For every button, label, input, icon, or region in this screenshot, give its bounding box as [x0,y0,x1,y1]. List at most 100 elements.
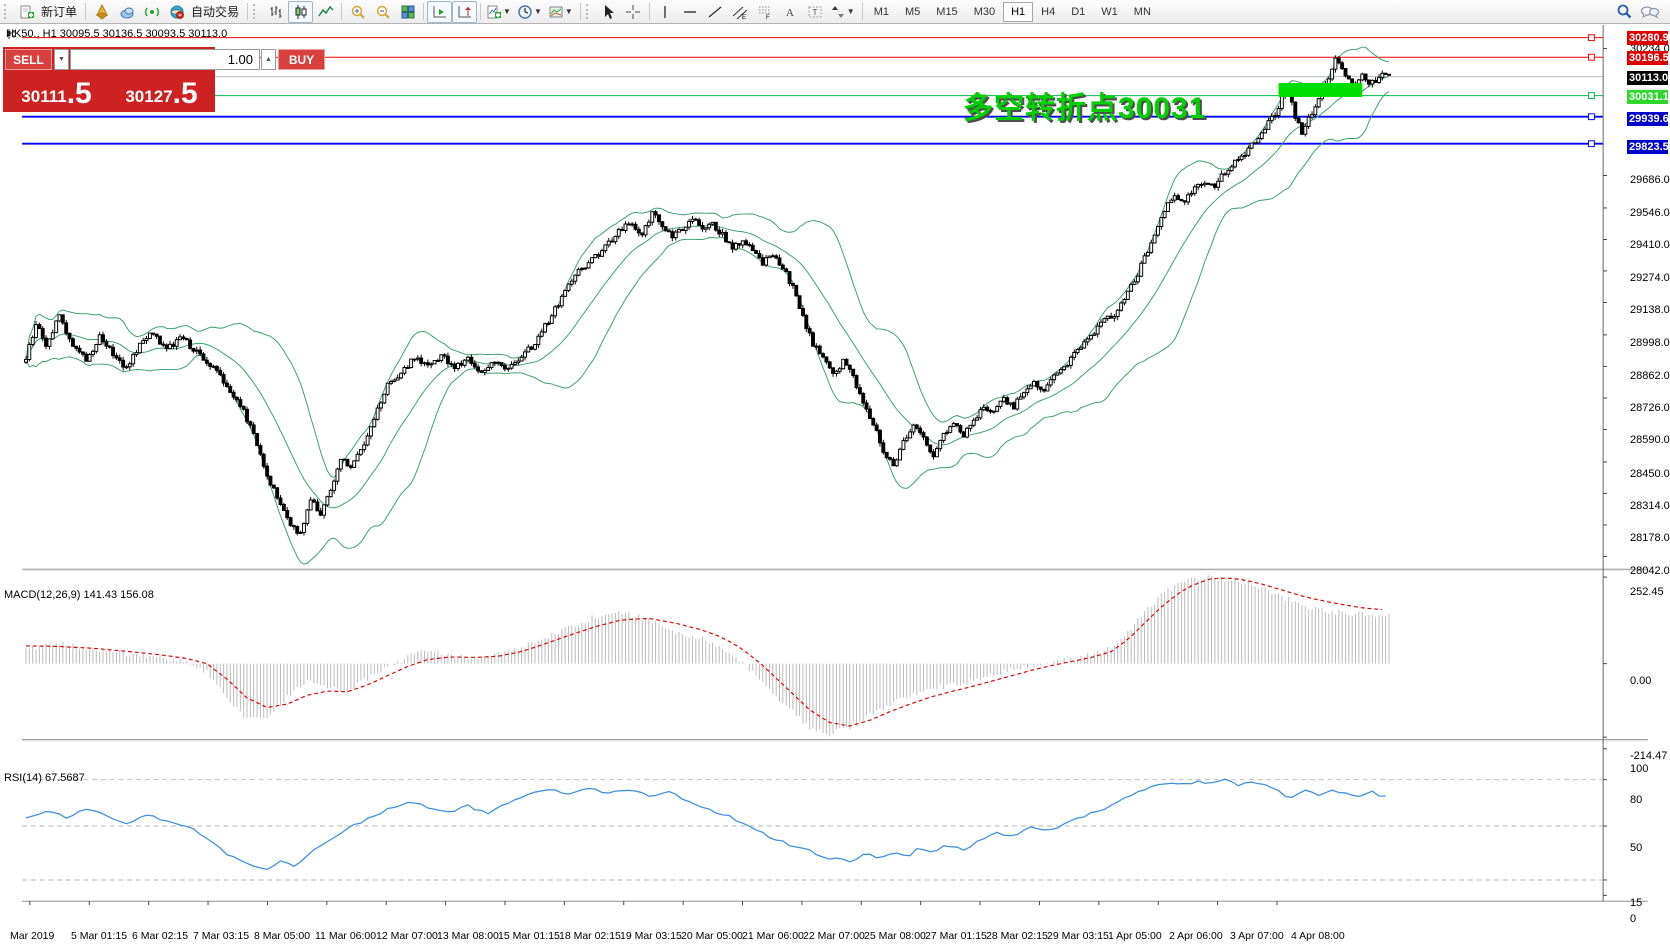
svg-text:F: F [766,15,770,20]
channel-icon: E [732,6,748,20]
crosshair-icon [626,4,641,19]
horizontal-line-button[interactable] [678,1,703,23]
buy-button[interactable]: BUY [278,49,325,70]
axis-tick-marks [29,48,1608,906]
search-button[interactable] [1612,1,1637,23]
rsi-line [25,778,1386,871]
timeframe-M15[interactable]: M15 [936,5,958,18]
chart-title: HK50., H1 30095.5 30136.5 30093.5 30113.… [6,28,227,40]
fibonacci-button[interactable]: F [753,1,778,23]
text-label-button[interactable]: T [803,1,828,23]
timeframe-M5[interactable]: M5 [905,5,921,18]
support-zone-rectangle[interactable] [1278,83,1363,97]
time-axis-label: 11 Mar 06:00 [315,930,377,942]
timeframe-M1[interactable]: M1 [873,5,889,18]
zoom-in-button[interactable] [345,1,370,23]
line-handles[interactable] [1588,34,1595,148]
timeframe-H1[interactable]: H1 [1003,1,1034,22]
macd-signal-line [25,577,1383,727]
line-chart-button[interactable] [313,1,338,23]
price-line-badge-30280.9[interactable]: 30280.9 [1627,31,1669,45]
auto-trading-label[interactable]: 自动交易 [191,5,240,19]
data-window-button[interactable] [114,1,139,23]
line-chart-icon [317,5,334,16]
auto-trading-button[interactable] [164,1,189,23]
new-order-label[interactable]: 新订单 [41,5,78,19]
templates-button[interactable]: ▼ [546,1,577,23]
text-icon: A [786,7,794,19]
chart-shift-button[interactable] [452,0,478,23]
periods-button[interactable]: ▼ [515,1,546,23]
rsi-axis-tick: 100 [1630,762,1649,775]
vertical-line-icon [664,5,666,18]
macd-label: MACD(12,26,9) 141.43 156.08 [4,589,154,601]
signals-button[interactable] [139,1,164,23]
timeframe-W1[interactable]: W1 [1101,5,1118,18]
chat-icon [1640,5,1659,19]
panel-separators[interactable] [22,25,1648,902]
candlestick-chart-button[interactable] [288,0,314,23]
dropdown-arrow-icon: ▼ [533,7,542,16]
timeframe-H4[interactable]: H4 [1041,5,1056,18]
sell-button[interactable]: SELL [5,49,52,70]
toolbar-grip[interactable] [253,4,259,19]
auto-scroll-button[interactable] [427,0,453,23]
cloud-icon [120,7,134,18]
time-axis-label: 25 Mar 08:00 [864,930,926,942]
volume-increase-button[interactable]: ▲ [261,49,276,70]
indicators-button[interactable]: ▼ [484,1,515,23]
indicators-icon [487,5,502,18]
new-order-button[interactable] [14,1,39,23]
text-button[interactable]: A [778,1,803,23]
timeframe-M30[interactable]: M30 [973,5,996,18]
volume-input[interactable] [70,49,260,70]
price-line-badge-30113.0[interactable]: 30113.0 [1627,70,1669,85]
price-line-badge-30196.5[interactable]: 30196.5 [1627,51,1669,66]
tile-windows-button[interactable] [395,1,420,23]
price-axis-tick: 29546.0 [1630,206,1670,219]
vertical-line-button[interactable] [653,1,678,23]
time-axis-label: 3 Apr 07:00 [1230,930,1284,942]
chart-area[interactable]: HK50., H1 30095.5 30136.5 30093.5 30113.… [0,25,1670,945]
timeframe-MN[interactable]: MN [1133,5,1151,18]
time-axis-label: 8 Mar 05:00 [254,930,311,942]
toolbar-grip[interactable] [585,4,592,19]
zoom-out-button[interactable] [370,1,395,23]
rsi-axis-tick: 15 [1630,897,1643,910]
sell-price[interactable]: 30111.5 [5,72,108,110]
time-axis-label: 29 Mar 03:15 [1047,930,1109,942]
price-line-badge-29939.6[interactable]: 29939.6 [1627,112,1669,127]
rsi-axis-tick: 0 [1630,913,1637,925]
channel-button[interactable]: E [728,1,753,23]
arrows-icon [831,5,844,18]
cursor-icon [605,4,615,19]
market-watch-button[interactable] [89,1,114,23]
arrows-button[interactable]: ▼ [828,1,859,23]
dropdown-arrow-icon: ▼ [846,7,855,16]
crosshair-button[interactable] [621,1,646,23]
price-axis-tick: 29686.0 [1630,173,1670,186]
trendline-button[interactable] [703,1,728,23]
price-line-badge-30031.1[interactable]: 30031.1 [1627,90,1669,105]
toolbar-grip[interactable] [4,4,10,19]
periods-icon [518,4,532,19]
bar-chart-button[interactable] [263,1,288,23]
turning-point-annotation[interactable]: 多空转折点30031 [963,92,1207,125]
volume-decrease-button[interactable]: ▼ [54,49,69,70]
price-axis-tick: 28726.0 [1630,402,1670,415]
globe-icon [170,5,184,19]
auto-scroll-icon [433,5,446,17]
svg-text:A: A [786,7,794,19]
price-axis-tick: 29138.0 [1630,304,1670,316]
time-axis-label: 1 Apr 05:00 [1108,930,1162,942]
price-line-badge-29823.5[interactable]: 29823.5 [1627,139,1669,154]
buy-price-frac: .5 [172,77,198,110]
chat-button[interactable] [1637,1,1662,23]
macd-axis-tick: 0.00 [1630,675,1652,687]
timeframe-D1[interactable]: D1 [1071,5,1086,18]
cursor-button[interactable] [596,1,621,23]
buy-price-main: 30127 [125,87,173,106]
buy-price[interactable]: 30127.5 [110,72,213,110]
price-axis-tick: 29410.0 [1630,239,1670,252]
